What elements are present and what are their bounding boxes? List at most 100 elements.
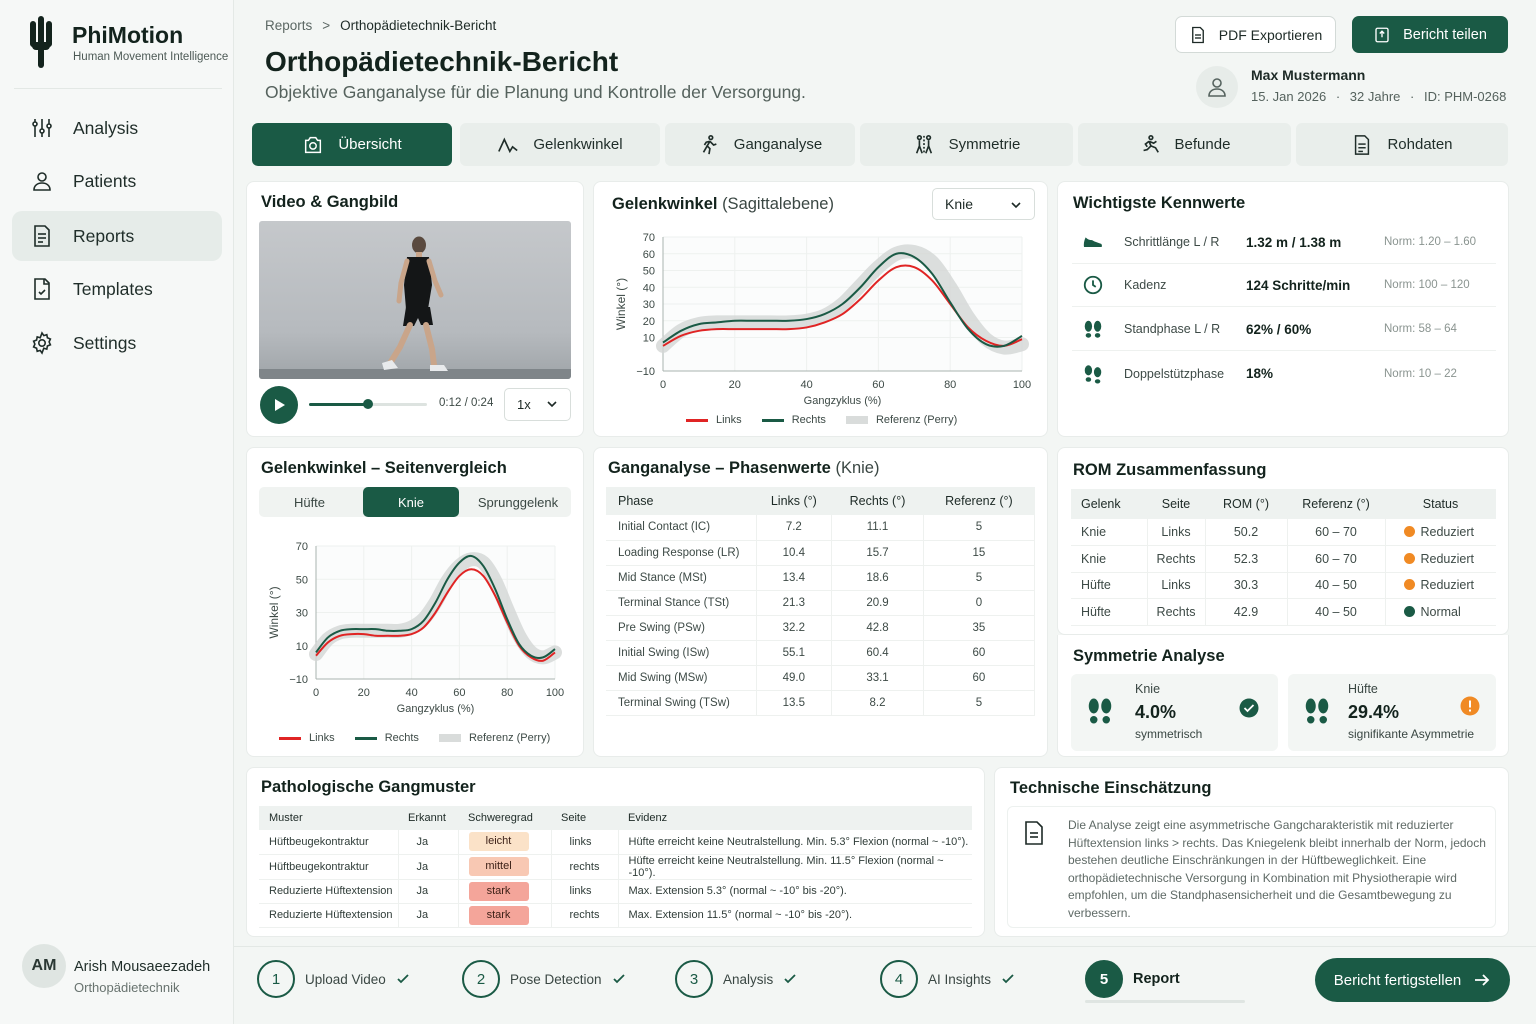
technical-assessment-card [994,767,1509,937]
segment-sprunggelenk[interactable]: Sprunggelenk [477,494,559,510]
symmetry-title: Symmetrie Analyse [1073,647,1225,665]
table-cell: 20.9 [831,590,924,616]
metric-row-standphase: Standphase L / R 62% / 60% Norm: 58 – 64 [1072,308,1496,351]
x-tick-label: 0 [660,379,666,391]
step-report[interactable]: 5 Report [1085,960,1180,998]
table-cell: 18.6 [831,565,924,591]
tab-symmetrie[interactable]: Symmetrie [860,123,1073,166]
tab-befunde[interactable]: Befunde [1078,123,1291,166]
symmetry-label: Hüfte [1348,682,1378,696]
y-tick-label: 20 [643,316,655,328]
tab-gelenkwinkel[interactable]: Gelenkwinkel [460,123,660,166]
table-cell: stark [458,879,552,904]
user-profile[interactable]: AM Arish Mousaeezadeh Orthopädietechnik [22,944,210,995]
shoe-icon [1083,237,1103,248]
table-cell: mittel [458,854,552,880]
x-axis-label: Gangzyklus (%) [804,395,882,407]
sidebar-item-settings[interactable]: Settings [12,318,222,368]
document-icon [1191,26,1204,43]
column-header: Schweregrad [458,806,551,830]
play-button[interactable] [260,386,298,424]
tab-uebersicht[interactable]: Übersicht [252,123,452,166]
column-header: Status [1385,489,1496,519]
legend-swatch-rechts [354,736,377,740]
share-report-button[interactable]: Bericht teilen [1352,16,1508,53]
video-progress-handle[interactable] [363,399,373,409]
app-name: PhiMotion [72,22,184,48]
table-cell: 40 – 50 [1287,572,1386,599]
pdf-export-button[interactable]: PDF Exportieren [1175,16,1336,53]
finish-report-label: Bericht fertigstellen [1333,971,1462,989]
metric-row-kadenz: Kadenz 124 Schritte/min Norm: 100 – 120 [1072,264,1496,307]
joint-select[interactable]: Knie [932,188,1035,220]
step-upload-video[interactable]: 1 Upload Video [257,960,410,998]
y-tick-label: 50 [643,266,655,278]
table-row: Initial Contact (IC) 7.2 11.1 5 [606,515,1036,541]
table-cell: links [551,830,619,855]
sidebar-item-analysis[interactable]: Analysis [12,103,222,153]
table-row: Pre Swing (PSw) 32.2 42.8 35 [606,615,1036,641]
table-header-row: Gelenk Seite ROM (°) Referenz (°) Status [1071,489,1496,519]
column-header: Phase [606,487,756,515]
app-logo[interactable]: PhiMotion Human Movement Intelligence [26,16,228,68]
finish-report-button[interactable]: Bericht fertigstellen [1315,958,1510,1002]
table-header-row: Phase Links (°) Rechts (°) Referenz (°) [606,487,1035,515]
y-tick-label: 40 [643,282,655,294]
table-cell: leicht [458,830,552,855]
step-ai-insights[interactable]: 4 AI Insights [880,960,1015,998]
sidebar-item-patients[interactable]: Patients [12,156,222,206]
user-name: Arish Mousaeezadeh [74,959,211,975]
side-compare-legend: Links Rechts Referenz (Perry) [279,732,550,744]
joint-angle-title-suffix: (Sagittalebene) [722,195,834,213]
document-icon [1355,134,1370,155]
table-cell: rechts [551,903,619,928]
table-cell: 60 – 70 [1287,545,1386,573]
breadcrumb-root[interactable]: Reports [265,18,313,33]
segment-knie[interactable]: Knie [363,487,459,517]
joint-angle-legend: Links Rechts Referenz (Perry) [686,414,957,426]
playback-speed-select[interactable]: 1x [504,388,571,421]
side-compare-chart: −10 10 30 50 70 0 20 40 60 80 100 Gangzyklus (%) Win… [267,541,564,715]
symmetry-hip-tile: Hüfte 29.4% signifikante Asymmetrie [1288,674,1496,751]
x-tick-label: 20 [729,379,741,391]
patient-date: 15. Jan 2026 [1251,89,1327,104]
patient-meta: 15. Jan 2026 · 32 Jahre · ID: PHM-0268 [1251,89,1506,104]
joint-angle-title: Gelenkwinkel [612,195,718,213]
step-number: 5 [1085,960,1123,998]
status-cell: Reduziert [1385,572,1496,599]
check-icon [397,974,409,984]
tab-label: Gelenkwinkel [533,136,623,153]
patient-name: Max Mustermann [1251,67,1366,83]
step-pose-detection[interactable]: 2 Pose Detection [462,960,626,998]
y-tick-label: 30 [296,608,308,620]
tab-rohdaten[interactable]: Rohdaten [1296,123,1508,166]
metric-row-schrittlaenge: Schrittlänge L / R 1.32 m / 1.38 m Norm:… [1072,221,1496,264]
walking-person-icon [382,236,448,371]
metric-norm: Norm: 58 – 64 [1384,323,1457,335]
y-tick-label: −10 [289,674,308,686]
sidebar-item-reports[interactable]: Reports [12,211,222,261]
status-badge: Reduziert [1420,525,1475,539]
report-tabs: Übersicht Gelenkwinkel Ganganalyse Symme… [252,123,1508,166]
symmetry-desc: symmetrisch [1135,727,1203,741]
x-tick-label: 60 [453,687,465,699]
gait-video-frame[interactable] [259,221,571,379]
table-cell: 5 [923,565,1036,591]
segment-huefte[interactable]: Hüfte [293,494,326,510]
tab-ganganalyse[interactable]: Ganganalyse [665,123,855,166]
step-label: Upload Video [305,971,386,987]
table-cell: Links [1147,519,1206,546]
warning-icon [1460,696,1480,716]
x-tick-label: 40 [405,687,417,699]
video-progress-slider[interactable] [309,399,427,409]
y-tick-label: 30 [643,299,655,311]
step-analysis[interactable]: 3 Analysis [675,960,797,998]
patient-avatar [1196,66,1238,108]
series-line-rechts [662,252,1023,348]
footer-divider [234,946,1536,947]
y-tick-label: 50 [296,574,308,586]
sidebar-item-templates[interactable]: Templates [12,264,222,314]
y-tick-label: 70 [296,541,308,553]
chevron-down-icon [1011,202,1021,209]
camera-icon [305,136,322,153]
